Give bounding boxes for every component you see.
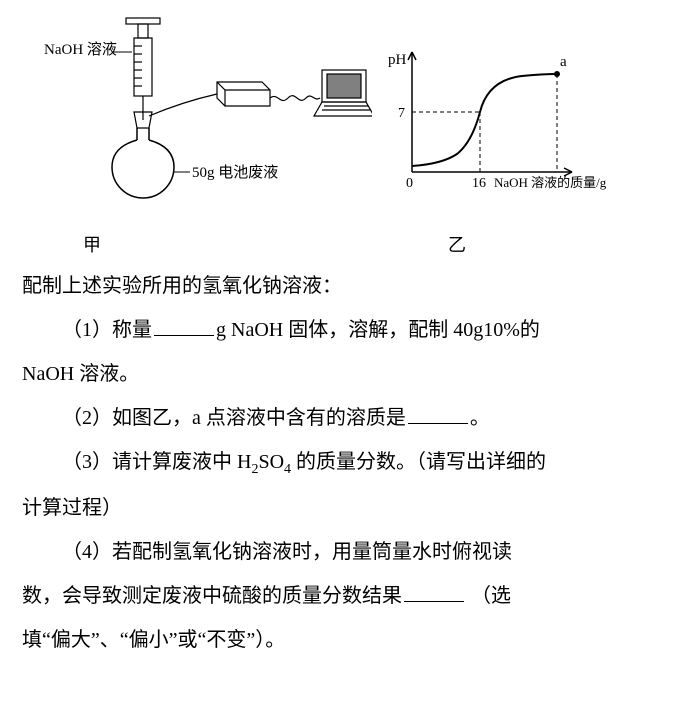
question-1: （1）称量 g NaOH 固体，溶解，配制 40g10%的 <box>22 308 673 352</box>
question-3: （3）请计算废液中 H2SO4 的质量分数。（请写出详细的 <box>22 440 673 486</box>
question-4-line3: 填“偏大”、“偏小”或“不变”）。 <box>22 618 673 662</box>
q1-part-b: g NaOH 固体，溶解，配制 40g10%的 <box>216 319 540 341</box>
question-4-line2: 数，会导致测定废液中硫酸的质量分数结果 （选 <box>22 574 673 618</box>
x-axis-label: NaOH 溶液的质量/g <box>494 175 607 190</box>
flask-label: 50g 电池废液 <box>192 164 278 181</box>
diagram-row: NaOH 溶液 50g 电池废液 <box>22 12 673 232</box>
question-1-cont: NaOH 溶液。 <box>22 352 673 396</box>
point-a-label: a <box>560 54 567 70</box>
caption-left: 甲 <box>22 236 162 254</box>
q4-part-b: 数，会导致测定废液中硫酸的质量分数结果 <box>22 585 402 607</box>
syringe-label: NaOH 溶液 <box>44 41 117 58</box>
x-tick-0: 0 <box>406 176 413 191</box>
blank-4 <box>404 581 464 602</box>
caption-right: 乙 <box>417 236 497 254</box>
intro-line: 配制上述实验所用的氢氧化钠溶液： <box>22 264 673 308</box>
q3-sub2: 4 <box>284 462 291 477</box>
question-3-cont: 计算过程） <box>22 486 673 530</box>
ph-chart: pH a 7 0 16 NaOH 溶液的质量/g <box>372 12 632 232</box>
q3-part-a: （3）请计算废液中 H <box>62 451 251 473</box>
question-2: （2）如图乙，a 点溶液中含有的溶质是 。 <box>22 396 673 440</box>
q2-part-a: （2）如图乙，a 点溶液中含有的溶质是 <box>62 407 406 429</box>
question-4: （4）若配制氢氧化钠溶液时，用量筒量水时俯视读 <box>22 530 673 574</box>
x-tick-16: 16 <box>472 176 486 191</box>
y-tick-7: 7 <box>398 106 405 121</box>
q2-part-b: 。 <box>470 407 490 429</box>
q3-part-c: 的质量分数。（请写出详细的 <box>291 451 546 473</box>
y-axis-label: pH <box>388 52 407 68</box>
caption-row: 甲 乙 <box>22 236 673 254</box>
blank-2 <box>408 403 468 424</box>
apparatus-diagram: NaOH 溶液 50g 电池废液 <box>22 12 372 202</box>
q4-part-c: （选 <box>471 585 511 607</box>
q3-part-b: SO <box>258 451 284 473</box>
blank-1 <box>154 315 214 336</box>
q1-part-a: （1）称量 <box>62 319 152 341</box>
